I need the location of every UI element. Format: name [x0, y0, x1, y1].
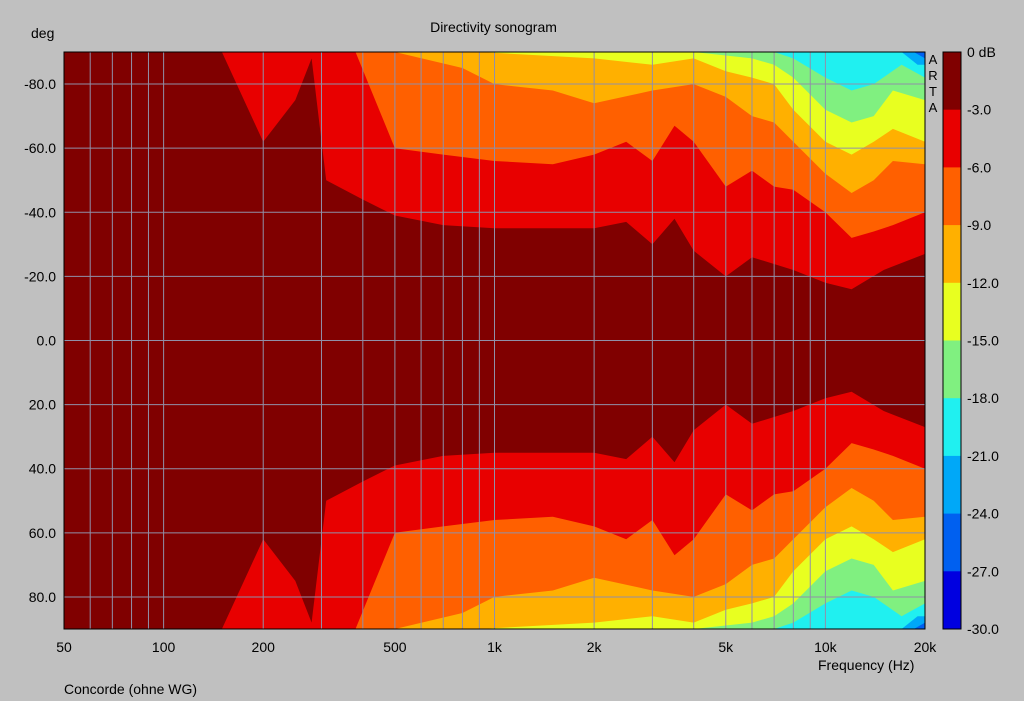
- colorbar-segment: [943, 398, 961, 457]
- watermark-letter: T: [929, 84, 937, 99]
- colorbar-segment: [943, 571, 961, 630]
- x-axis-label: Frequency (Hz): [818, 657, 915, 673]
- contour-band-top: [901, 52, 925, 65]
- x-tick-label: 20k: [914, 639, 938, 655]
- colorbar-labels: 0 dB -3.0 -6.0 -9.0 -12.0 -15.0 -18.0 -21.0 -24.…: [967, 44, 999, 637]
- colorbar-segment: [943, 109, 961, 168]
- y-tick-label: -60.0: [24, 140, 56, 156]
- contour-band-bottom: [913, 622, 925, 629]
- contour-band-top: [913, 52, 925, 59]
- y-tick-label: 20.0: [29, 397, 56, 413]
- colorbar-label: -6.0: [967, 159, 991, 175]
- colorbar-label: -21.0: [967, 448, 999, 464]
- y-tick-label: 40.0: [29, 461, 56, 477]
- x-tick-label: 500: [383, 639, 407, 655]
- x-tick-label: 5k: [718, 639, 734, 655]
- colorbar-label: -18.0: [967, 390, 999, 406]
- colorbar-label: -12.0: [967, 275, 999, 291]
- chart-title: Directivity sonogram: [430, 19, 557, 35]
- x-tick-label: 50: [56, 639, 72, 655]
- y-tick-label: -80.0: [24, 76, 56, 92]
- x-tick-label: 1k: [487, 639, 503, 655]
- colorbar-label: -9.0: [967, 217, 991, 233]
- colorbar-label: -15.0: [967, 333, 999, 349]
- y-tick-label: -20.0: [24, 268, 56, 284]
- colorbar-segment: [943, 340, 961, 399]
- colorbar-label: 0 dB: [967, 44, 996, 60]
- plot-frame: [63, 51, 926, 630]
- colorbar-segment: [943, 225, 961, 284]
- y-tick-label: 60.0: [29, 525, 56, 541]
- watermark-letter: A: [928, 100, 938, 115]
- colorbar-segment: [943, 52, 961, 111]
- y-tick-label: -40.0: [24, 204, 56, 220]
- colorbar-segment: [943, 513, 961, 572]
- colorbar-label: -30.0: [967, 621, 999, 637]
- contour-band-bottom: [774, 590, 925, 629]
- x-tick-label: 2k: [587, 639, 603, 655]
- y-tick-label: 80.0: [29, 589, 56, 605]
- colorbar-label: -24.0: [967, 506, 999, 522]
- arta-watermark: A R T A: [926, 52, 940, 116]
- x-tick-label: 10k: [814, 639, 838, 655]
- y-tick-labels: -80.0 -60.0 -40.0 -20.0 0.0 20.0 40.0 60.0 80.0: [24, 76, 56, 605]
- colorbar-label: -27.0: [967, 563, 999, 579]
- y-axis-label: deg: [31, 25, 55, 41]
- contour-band-bottom: [901, 616, 925, 629]
- contour-band-top: [774, 52, 925, 91]
- watermark-letter: A: [928, 52, 938, 67]
- x-tick-label: 100: [152, 639, 176, 655]
- x-tick-label: 200: [252, 639, 276, 655]
- x-tick-labels: 50 100 200 500 1k 2k 5k 10k 20k: [56, 639, 937, 655]
- watermark-letter: R: [928, 68, 938, 83]
- colorbar-label: -3.0: [967, 102, 991, 118]
- colorbar-frame: [942, 51, 962, 630]
- colorbar: [942, 51, 962, 630]
- colorbar-segment: [943, 167, 961, 226]
- colorbar-segment: [943, 282, 961, 341]
- y-tick-label: 0.0: [37, 333, 57, 349]
- colorbar-segment: [943, 455, 961, 515]
- grid-layer: [63, 52, 926, 629]
- chart-footer: Concorde (ohne WG): [64, 681, 198, 697]
